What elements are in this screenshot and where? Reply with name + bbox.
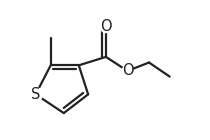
Circle shape	[29, 88, 42, 101]
Text: O: O	[122, 63, 133, 78]
Circle shape	[100, 21, 112, 32]
Text: O: O	[100, 19, 112, 34]
Text: S: S	[31, 87, 40, 102]
Circle shape	[122, 66, 133, 76]
